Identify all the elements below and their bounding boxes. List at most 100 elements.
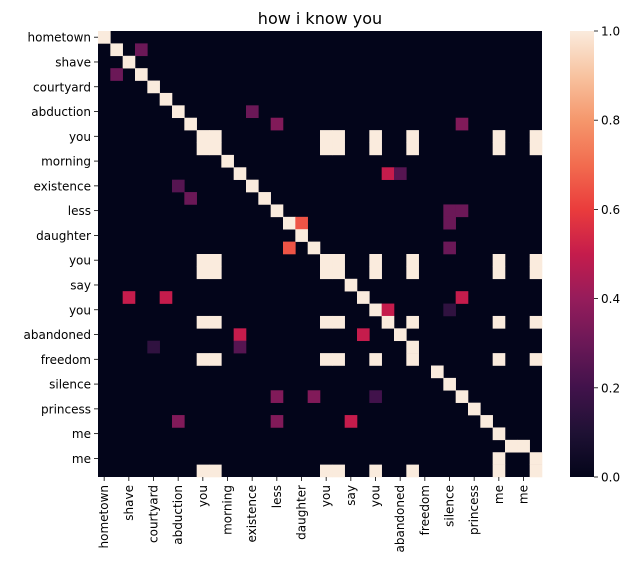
- heatmap-cell: [196, 315, 210, 329]
- x-tick-label: abandoned: [393, 485, 407, 553]
- heatmap-cell: [196, 353, 210, 366]
- heatmap-cell: [406, 315, 419, 329]
- heatmap-cell: [406, 266, 419, 280]
- heatmap-cell: [406, 353, 419, 366]
- heatmap-cell: [468, 402, 481, 416]
- heatmap-cell: [443, 377, 456, 391]
- heatmap-cell: [270, 117, 284, 131]
- heatmap-cell: [332, 464, 345, 478]
- heatmap-cell: [320, 315, 333, 329]
- x-tick-label: you: [196, 485, 210, 507]
- heatmap-cell: [295, 229, 308, 242]
- colorbar-tick-label: 0.6: [601, 203, 620, 217]
- heatmap-cell: [529, 254, 543, 267]
- heatmap-cell: [233, 340, 247, 354]
- x-tick-label: silence: [443, 485, 457, 527]
- heatmap-cell: [110, 68, 123, 81]
- heatmap-cell: [492, 452, 506, 465]
- x-tick-label: you: [319, 485, 333, 507]
- heatmap-cell: [196, 266, 210, 280]
- y-tick-label: existence: [33, 179, 91, 193]
- colorbar-tick-label: 0.0: [601, 471, 620, 485]
- colorbar-tick-label: 0.2: [601, 381, 620, 395]
- x-axis-ticks: hometown shave courtyard abduction you mornin…: [97, 477, 531, 553]
- heatmap-cell: [270, 390, 284, 403]
- heatmap-cell: [406, 130, 419, 143]
- heatmap-cell: [209, 266, 222, 280]
- heatmap-cell: [320, 353, 333, 366]
- heatmap-cell: [492, 254, 506, 267]
- heatmap-cell: [122, 291, 136, 304]
- chart-title: how i know you: [258, 9, 382, 28]
- heatmap-cell: [357, 328, 370, 342]
- heatmap-cell: [332, 254, 345, 267]
- heatmap-cell: [172, 105, 185, 119]
- heatmap-cell: [529, 315, 543, 329]
- heatmap-cell: [270, 204, 284, 218]
- heatmap-cell: [320, 266, 333, 280]
- heatmap-cell: [492, 464, 506, 478]
- heatmap-cell: [517, 439, 530, 453]
- y-tick-label: you: [69, 303, 91, 317]
- heatmap-cell: [369, 464, 382, 478]
- heatmap-cell: [307, 241, 321, 255]
- heatmap-cell: [431, 365, 444, 379]
- heatmap-cell: [320, 464, 333, 478]
- heatmap-cell: [492, 427, 506, 441]
- heatmap-cell: [344, 278, 358, 292]
- y-tick-label: abandoned: [24, 328, 92, 342]
- heatmap-cell: [443, 303, 456, 317]
- heatmap-cell: [332, 353, 345, 366]
- heatmap-cell: [320, 130, 333, 143]
- heatmap-cell: [406, 340, 419, 354]
- x-tick-label: daughter: [295, 485, 309, 540]
- colorbar-tick-label: 1.0: [601, 25, 620, 39]
- x-tick-label: say: [344, 485, 358, 506]
- y-tick-label: courtyard: [33, 80, 91, 94]
- heatmap-cell: [172, 415, 185, 428]
- x-tick-label: princess: [467, 485, 481, 535]
- heatmap-cell: [147, 340, 160, 354]
- heatmap-cell: [283, 241, 296, 255]
- heatmap-cell: [135, 68, 148, 81]
- heatmap-cell: [246, 179, 259, 193]
- y-tick-label: hometown: [28, 31, 92, 45]
- x-tick-label: hometown: [97, 485, 111, 549]
- heatmap-cell: [455, 117, 469, 131]
- heatmap-cell: [369, 390, 382, 403]
- heatmap-cell: [122, 55, 136, 69]
- heatmap-cell: [270, 415, 284, 428]
- heatmap-cell: [196, 142, 210, 156]
- heatmap-cell: [529, 142, 543, 156]
- y-tick-label: morning: [41, 155, 91, 169]
- x-tick-label: abduction: [171, 485, 185, 545]
- heatmap-cell: [196, 130, 210, 143]
- heatmap-cell: [406, 142, 419, 156]
- y-tick-label: shave: [55, 55, 91, 69]
- heatmap-cell: [369, 142, 382, 156]
- y-tick-label: silence: [49, 378, 91, 392]
- heatmap-cell: [492, 130, 506, 143]
- x-tick-label: less: [270, 485, 284, 508]
- y-axis-ticks: hometown shave courtyard abduction you mornin…: [24, 31, 98, 466]
- x-tick-label: freedom: [418, 485, 432, 535]
- y-tick-label: daughter: [36, 229, 91, 243]
- y-tick-label: you: [69, 130, 91, 144]
- heatmap-cell: [369, 130, 382, 143]
- heatmap-cell: [98, 31, 111, 44]
- heatmap-cell: [529, 353, 543, 366]
- heatmap-cell: [209, 142, 222, 156]
- colorbar-tick-label: 0.4: [601, 292, 620, 306]
- x-tick-label: existence: [245, 485, 259, 543]
- y-tick-label: say: [70, 278, 91, 292]
- heatmap-cell: [369, 254, 382, 267]
- colorbar: [570, 31, 594, 477]
- heatmap-cell: [110, 43, 123, 57]
- colorbar-ticks: 0.0 0.2 0.4 0.6 0.8 1.0: [594, 25, 620, 485]
- y-tick-label: abduction: [31, 105, 91, 119]
- heatmap-cell: [196, 254, 210, 267]
- heatmap-cell: [258, 192, 271, 205]
- x-tick-label: morning: [221, 485, 235, 535]
- y-tick-label: me: [72, 427, 91, 441]
